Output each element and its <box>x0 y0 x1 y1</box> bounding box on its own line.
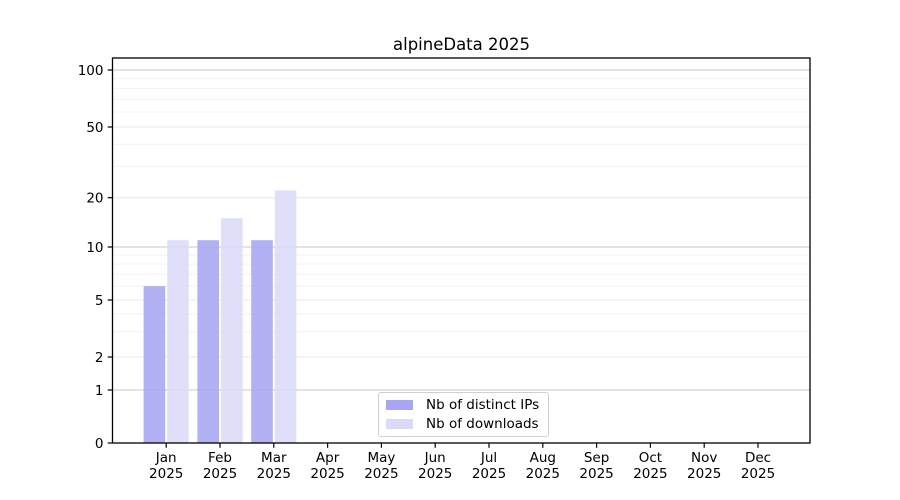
y-tick-label: 10 <box>86 240 103 256</box>
y-tick-label: 1 <box>95 383 104 399</box>
x-tick-label-month: May <box>367 450 395 466</box>
x-tick-label-year: 2025 <box>633 466 667 482</box>
x-tick-label-year: 2025 <box>526 466 560 482</box>
x-tick-label-month: Jan <box>155 450 177 466</box>
x-tick-label-year: 2025 <box>203 466 237 482</box>
x-tick-label-month: Apr <box>316 450 340 466</box>
x-tick-label-month: Sep <box>584 450 609 466</box>
legend-item-downloads: Nb of downloads <box>386 415 539 433</box>
x-tick-label-month: Nov <box>691 450 717 466</box>
bar-s0-feb <box>197 240 219 443</box>
y-tick-label: 50 <box>86 120 103 136</box>
legend-item-distinct-ips: Nb of distinct IPs <box>386 396 539 414</box>
y-tick-label: 20 <box>86 191 103 207</box>
x-tick-label-year: 2025 <box>741 466 775 482</box>
y-tick-label: 0 <box>95 436 104 452</box>
x-tick-label-year: 2025 <box>687 466 721 482</box>
x-tick-label-year: 2025 <box>472 466 506 482</box>
chart-title: alpineData 2025 <box>393 35 530 54</box>
bar-s0-jan <box>143 286 166 443</box>
bar-s1-jan <box>167 240 189 443</box>
legend-label-distinct-ips: Nb of distinct IPs <box>426 397 540 413</box>
y-tick-label: 2 <box>95 350 104 366</box>
bar-s0-mar <box>251 240 273 443</box>
x-tick-label-month: Aug <box>530 450 556 466</box>
x-tick-label-year: 2025 <box>364 466 398 482</box>
x-tick-label-month: Oct <box>639 450 662 466</box>
plot-border <box>111 57 811 444</box>
x-tick-label-year: 2025 <box>257 466 291 482</box>
legend: Nb of distinct IPs Nb of downloads <box>378 392 550 437</box>
x-tick-label-year: 2025 <box>579 466 613 482</box>
x-tick-label-month: Mar <box>261 450 287 466</box>
y-tick-label: 5 <box>95 293 104 309</box>
legend-swatch-downloads <box>386 419 413 429</box>
y-tick-label: 100 <box>78 63 104 79</box>
legend-label-downloads: Nb of downloads <box>426 416 539 432</box>
x-tick-label-month: Jun <box>424 450 446 466</box>
bar-s1-feb <box>221 218 243 443</box>
bar-s1-mar <box>274 190 297 443</box>
x-tick-label-month: Feb <box>208 450 232 466</box>
x-tick-label-year: 2025 <box>310 466 344 482</box>
x-tick-label-month: Dec <box>745 450 771 466</box>
x-tick-label-year: 2025 <box>149 466 183 482</box>
legend-swatch-distinct-ips <box>386 400 413 410</box>
x-tick-label-year: 2025 <box>418 466 452 482</box>
x-tick-label-month: Jul <box>480 450 497 466</box>
